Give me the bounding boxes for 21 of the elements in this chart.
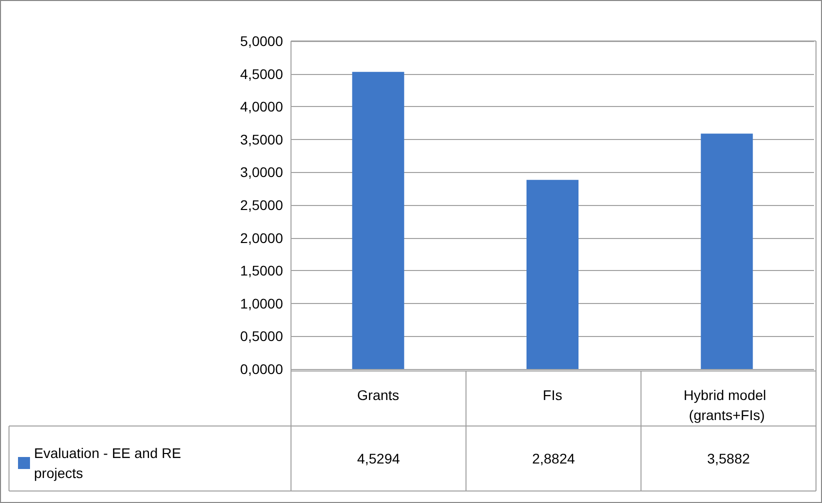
y-tick-label: 0,5000 xyxy=(240,328,284,344)
bar xyxy=(352,72,404,369)
x-tick-label: FIs xyxy=(542,387,562,403)
y-tick-label: 3,0000 xyxy=(240,164,284,180)
y-tick-label: 4,5000 xyxy=(240,66,284,82)
data-label: 2,8824 xyxy=(532,450,576,466)
data-label: 4,5294 xyxy=(357,450,400,466)
legend-label: Evaluation - EE and RE projects xyxy=(34,445,182,481)
y-tick-label: 0,0000 xyxy=(240,361,284,377)
y-tick-label: 4,0000 xyxy=(240,98,284,115)
y-tick-label: 1,5000 xyxy=(240,262,284,279)
data-label: 3,5882 xyxy=(707,450,750,466)
y-tick-label: 5,0000 xyxy=(240,33,284,49)
bar xyxy=(700,134,753,369)
y-tick-label: 3,5000 xyxy=(240,131,284,148)
bar xyxy=(526,180,578,369)
y-tick-label: 2,5000 xyxy=(240,197,284,213)
x-tick-label: Grants xyxy=(357,387,400,403)
x-tick-label: Hybrid model (grants+FIs) xyxy=(684,387,770,423)
y-tick-label: 2,0000 xyxy=(240,230,284,246)
y-tick-label: 1,0000 xyxy=(240,295,284,312)
